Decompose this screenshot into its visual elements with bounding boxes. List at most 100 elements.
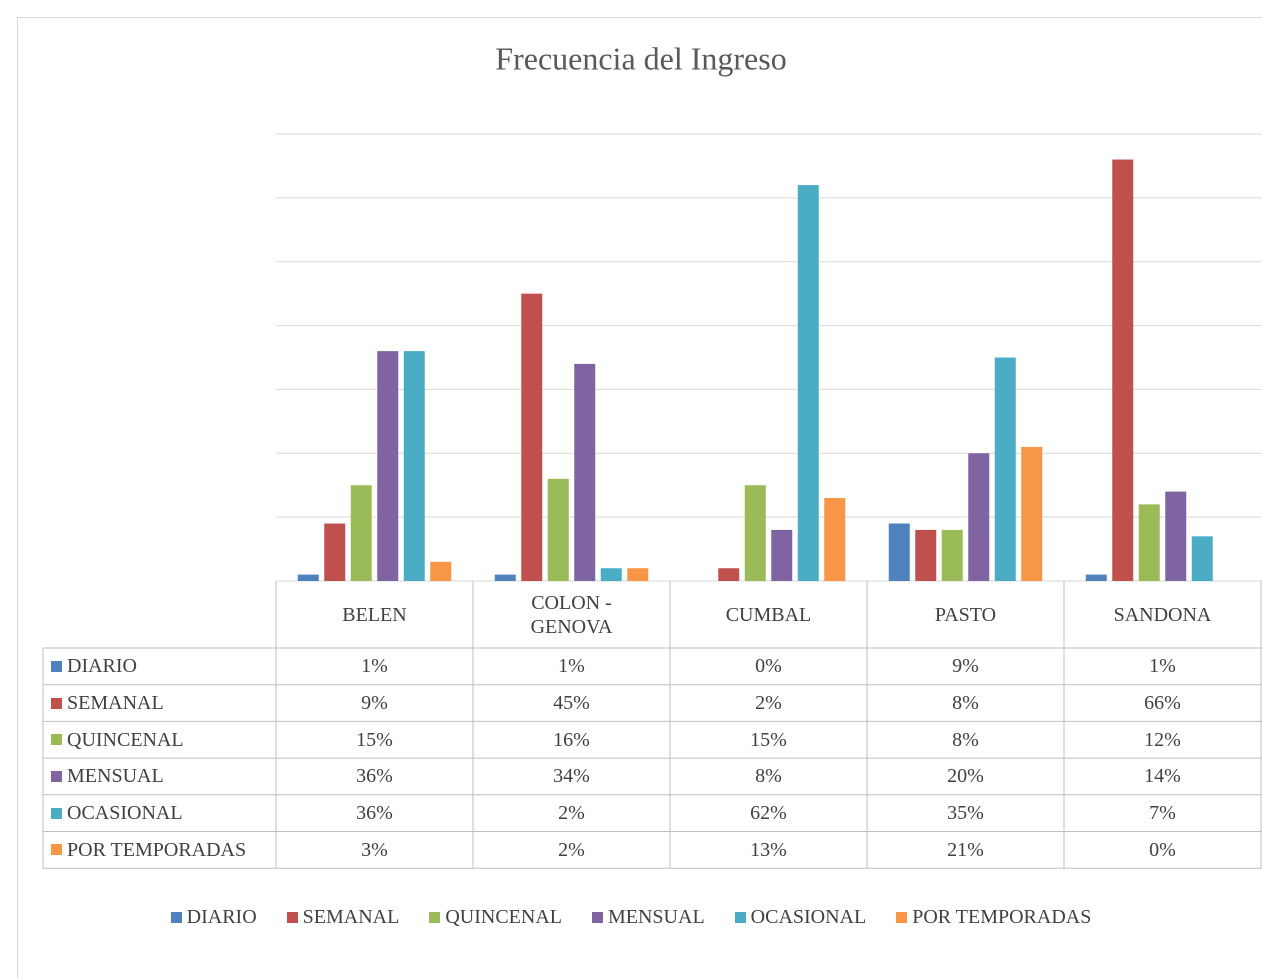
bar bbox=[744, 485, 766, 581]
table-row-label: POR TEMPORADAS bbox=[43, 832, 276, 869]
table-cell: 8% bbox=[867, 685, 1064, 722]
table-cell: 34% bbox=[473, 758, 670, 795]
table-cell: 15% bbox=[276, 721, 473, 758]
legend-key bbox=[286, 912, 298, 923]
data-label: 8% bbox=[952, 728, 979, 751]
bar bbox=[547, 478, 569, 581]
table-cell: 36% bbox=[276, 795, 473, 832]
table-cell: 62% bbox=[670, 795, 867, 832]
data-label: 8% bbox=[755, 765, 782, 788]
table-cell: 66% bbox=[1064, 685, 1261, 722]
bar bbox=[627, 568, 649, 581]
table-header-cell: CUMBAL bbox=[670, 581, 867, 648]
table-cell: 2% bbox=[473, 795, 670, 832]
bar bbox=[494, 574, 516, 581]
data-label: 16% bbox=[553, 728, 590, 751]
data-label: 34% bbox=[553, 765, 590, 788]
bar bbox=[1085, 574, 1107, 581]
data-label: 9% bbox=[361, 692, 388, 715]
table-row-label: QUINCENAL bbox=[43, 721, 276, 758]
series-name: DIARIO bbox=[67, 655, 137, 678]
table-cell: 1% bbox=[473, 648, 670, 685]
data-label: 0% bbox=[1149, 838, 1176, 861]
legend-label: SEMANAL bbox=[302, 906, 400, 928]
table-row-label: DIARIO bbox=[43, 648, 276, 685]
bar bbox=[600, 568, 622, 581]
data-label: 1% bbox=[1149, 655, 1176, 678]
data-label: 2% bbox=[755, 692, 782, 715]
data-label: 66% bbox=[1144, 692, 1181, 715]
x-tick-label: BELEN bbox=[342, 603, 407, 626]
data-label: 8% bbox=[952, 692, 979, 715]
bar bbox=[771, 529, 793, 581]
data-label: 1% bbox=[361, 655, 388, 678]
series-name: SEMANAL bbox=[67, 692, 164, 715]
table-cell: 14% bbox=[1064, 758, 1261, 795]
data-label: 3% bbox=[361, 838, 388, 861]
table-header-cell: BELEN bbox=[276, 581, 473, 648]
table-cell: 9% bbox=[276, 685, 473, 722]
table-cell: 13% bbox=[670, 832, 867, 869]
bar bbox=[297, 574, 319, 581]
data-label: 36% bbox=[356, 765, 393, 788]
data-label: 35% bbox=[947, 802, 984, 825]
bar bbox=[1138, 504, 1160, 581]
table-header-cell: PASTO bbox=[867, 581, 1064, 648]
chart-border bbox=[17, 17, 1262, 979]
data-label: 9% bbox=[952, 655, 979, 678]
table-cell: 16% bbox=[473, 721, 670, 758]
table-cell: 0% bbox=[670, 648, 867, 685]
legend-label: QUINCENAL bbox=[445, 906, 562, 928]
legend-key bbox=[429, 912, 441, 923]
bar bbox=[350, 485, 372, 581]
bar bbox=[994, 357, 1016, 581]
bar bbox=[968, 453, 990, 581]
legend: DIARIO SEMANAL QUINCENAL MENSUAL OCASIONAL PO… bbox=[0, 906, 1262, 929]
data-label: 12% bbox=[1144, 728, 1181, 751]
bar bbox=[941, 529, 963, 581]
table-cell: 8% bbox=[670, 758, 867, 795]
data-label: 45% bbox=[553, 692, 590, 715]
table-header-cell: SANDONA bbox=[1064, 581, 1261, 648]
legend-key bbox=[170, 912, 182, 923]
table-cell: 21% bbox=[867, 832, 1064, 869]
legend-item: SEMANAL bbox=[286, 906, 400, 929]
legend-key bbox=[51, 697, 62, 709]
data-label: 13% bbox=[750, 838, 787, 861]
bar bbox=[888, 523, 910, 581]
table-cell: 20% bbox=[867, 758, 1064, 795]
table-cell: 0% bbox=[1064, 832, 1261, 869]
data-label: 14% bbox=[1144, 765, 1181, 788]
x-tick-label: COLON - GENOVA bbox=[530, 591, 613, 638]
legend-key bbox=[51, 660, 62, 672]
x-tick-label: CUMBAL bbox=[725, 603, 812, 626]
table-cell: 9% bbox=[867, 648, 1064, 685]
legend-item: DIARIO bbox=[170, 906, 257, 929]
chart-title: Frecuencia del Ingreso bbox=[495, 40, 786, 76]
table-cell: 45% bbox=[473, 685, 670, 722]
data-label: 15% bbox=[750, 728, 787, 751]
data-label: 2% bbox=[558, 838, 585, 861]
legend-item: MENSUAL bbox=[591, 906, 705, 929]
bar bbox=[377, 351, 399, 581]
data-label: 15% bbox=[356, 728, 393, 751]
legend-label: DIARIO bbox=[186, 906, 257, 928]
bar bbox=[430, 561, 452, 581]
bar bbox=[521, 293, 543, 581]
bar bbox=[574, 363, 596, 581]
table-cell: 8% bbox=[867, 721, 1064, 758]
table-cell: 1% bbox=[276, 648, 473, 685]
legend-key bbox=[734, 912, 746, 923]
legend-key bbox=[51, 844, 62, 856]
series-name: MENSUAL bbox=[67, 765, 164, 788]
x-tick-label: PASTO bbox=[934, 603, 997, 626]
x-tick-label: SANDONA bbox=[1113, 603, 1212, 626]
legend-item: QUINCENAL bbox=[429, 906, 562, 929]
legend-key bbox=[51, 807, 62, 819]
data-label: 1% bbox=[558, 655, 585, 678]
table-cell: 36% bbox=[276, 758, 473, 795]
legend-key bbox=[51, 770, 62, 782]
data-label: 0% bbox=[755, 655, 782, 678]
